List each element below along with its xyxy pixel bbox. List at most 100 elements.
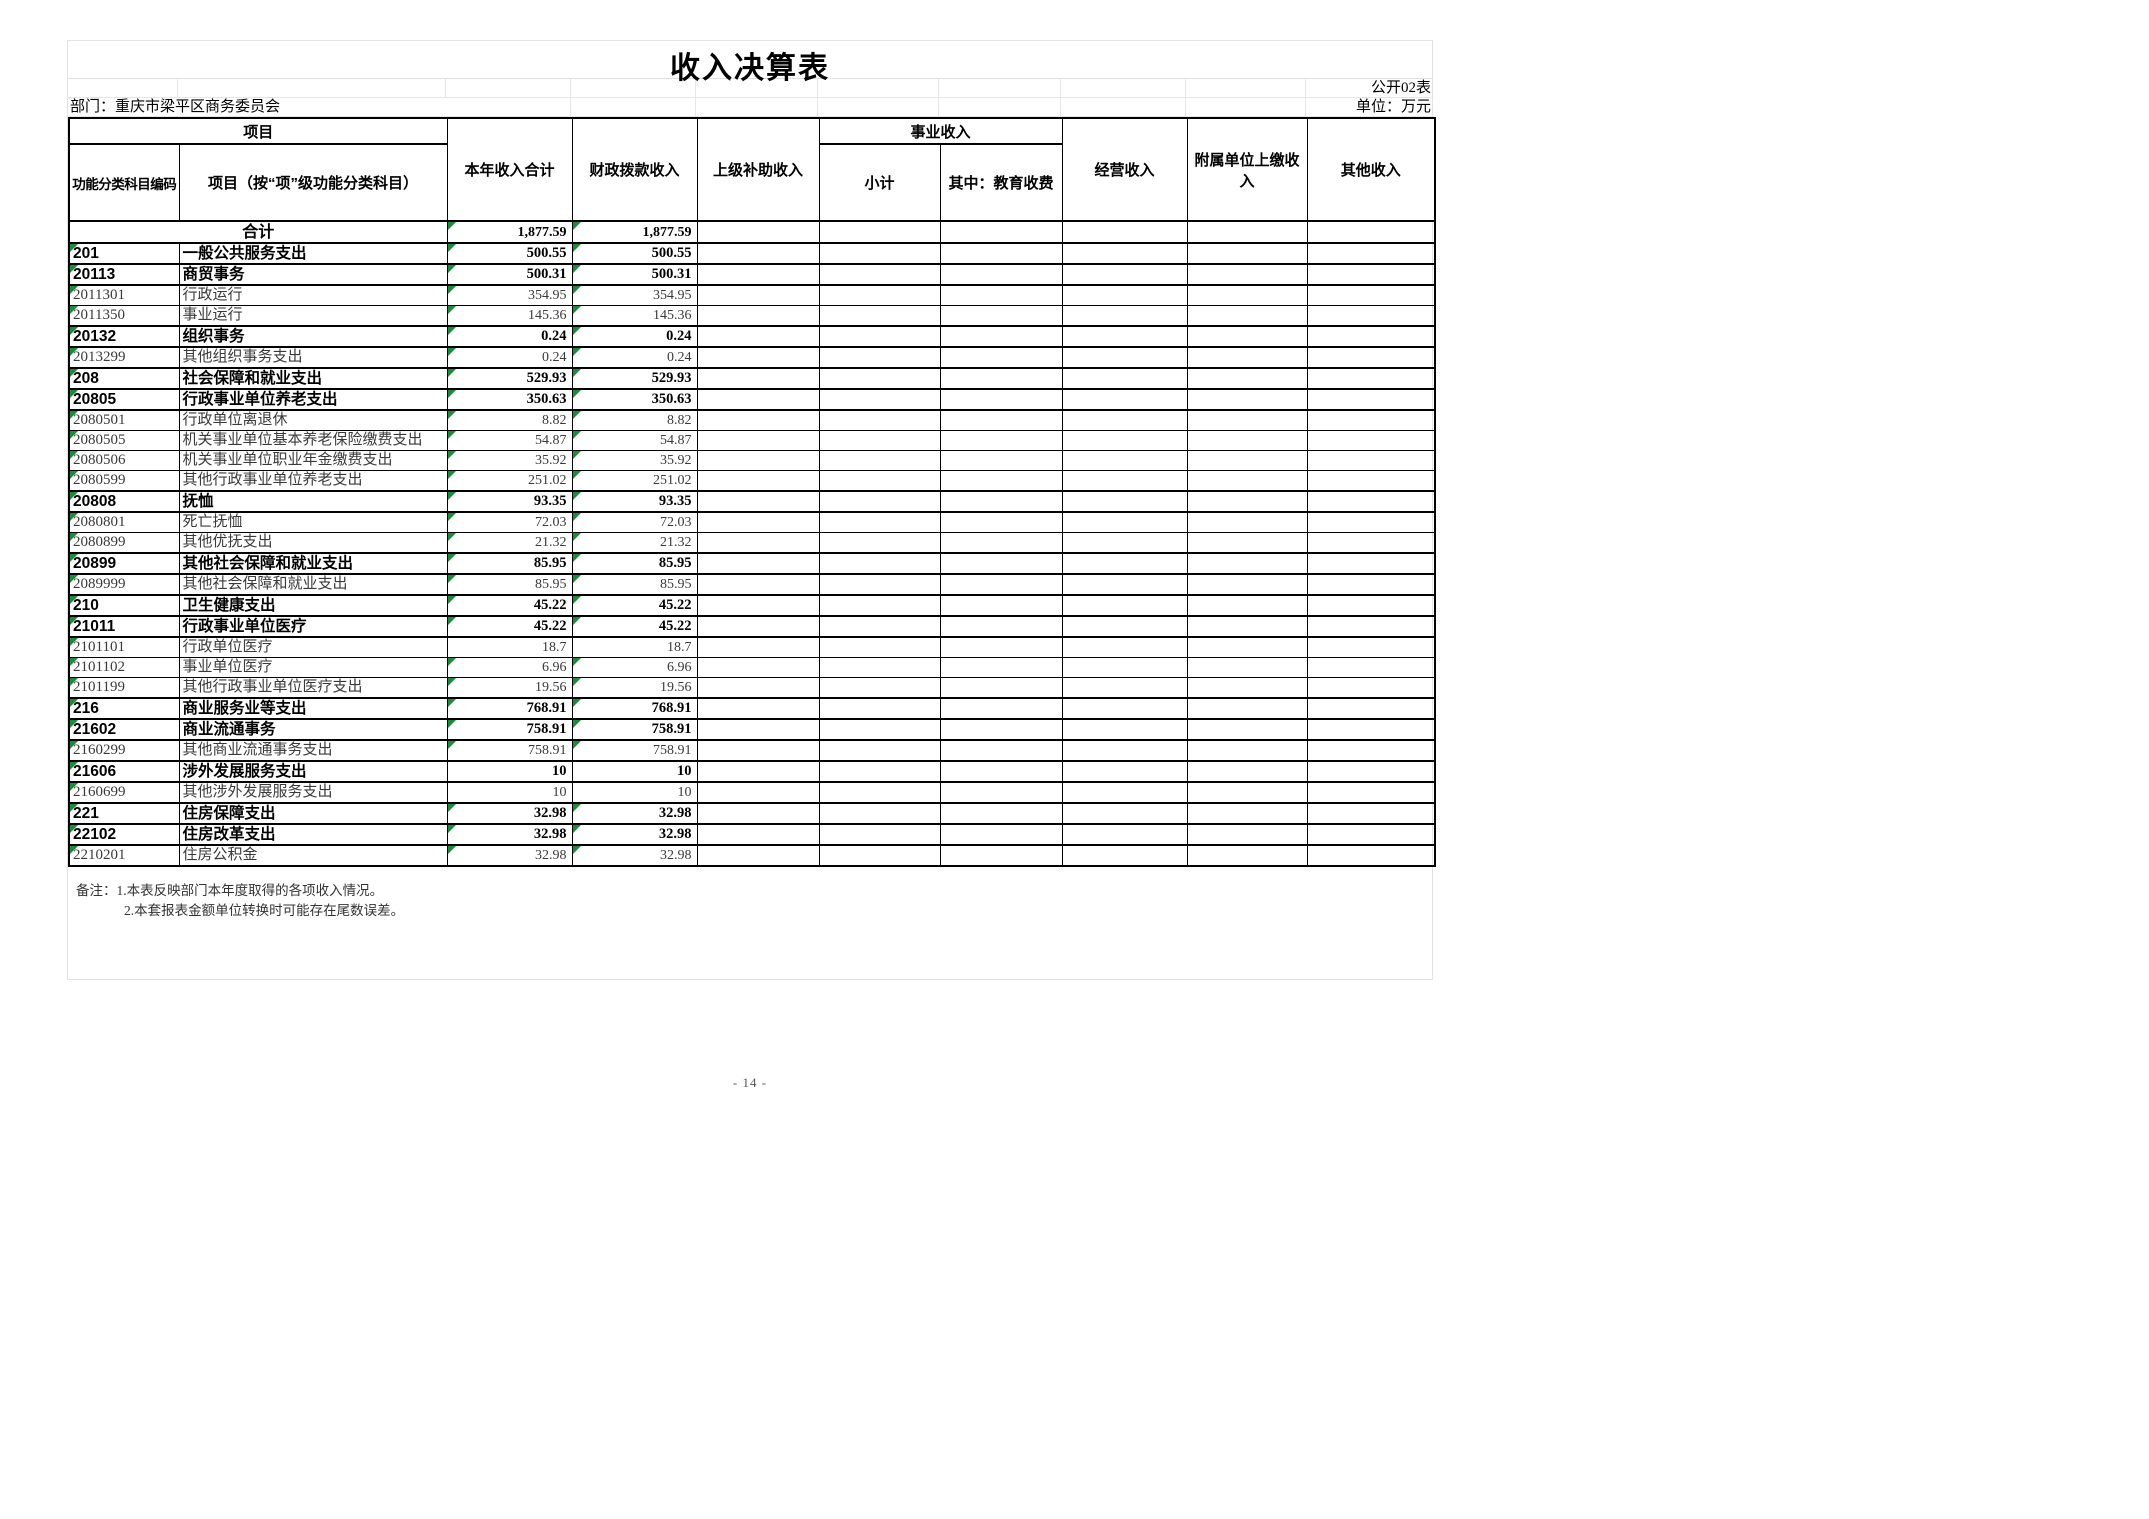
function-code-cell: 2101101 xyxy=(68,636,180,658)
function-code-cell: 2101199 xyxy=(68,677,180,699)
empty-cell xyxy=(696,346,820,369)
empty-cell xyxy=(1306,532,1436,554)
empty-cell xyxy=(696,325,820,348)
item-name-cell: 商业服务业等支出 xyxy=(178,697,448,720)
table-row: 20132 组织事务 0.24 0.24 xyxy=(68,325,1436,348)
empty-cell xyxy=(1306,409,1436,431)
empty-cell xyxy=(1306,615,1436,638)
empty-cell xyxy=(939,594,1063,617)
empty-cell xyxy=(1306,220,1436,244)
fiscal-appropriation-cell: 500.55 xyxy=(571,242,698,265)
table-row: 2080505 机关事业单位基本养老保险缴费支出 54.87 54.87 xyxy=(68,430,1436,451)
item-name-cell: 住房改革支出 xyxy=(178,823,448,846)
empty-cell xyxy=(696,781,820,804)
header-subtotal: 小计 xyxy=(818,143,941,222)
empty-cell xyxy=(1306,739,1436,762)
item-name-cell: 其他社会保障和就业支出 xyxy=(178,573,448,596)
function-code-cell: 20808 xyxy=(68,490,180,513)
table-row: 210 卫生健康支出 45.22 45.22 xyxy=(68,594,1436,617)
function-code-cell: 20132 xyxy=(68,325,180,348)
empty-cell xyxy=(1186,367,1308,390)
fiscal-appropriation-cell: 6.96 xyxy=(571,657,698,678)
empty-cell xyxy=(1061,636,1188,658)
table-row: 2080599 其他行政事业单位养老支出 251.02 251.02 xyxy=(68,470,1436,492)
empty-cell xyxy=(939,325,1063,348)
empty-cell xyxy=(696,718,820,741)
fiscal-appropriation-cell: 45.22 xyxy=(571,615,698,638)
function-code-cell: 22102 xyxy=(68,823,180,846)
empty-cell xyxy=(696,284,820,306)
function-code-cell: 2101102 xyxy=(68,657,180,678)
header-education-fee: 其中：教育收费 xyxy=(939,143,1063,222)
empty-cell xyxy=(1186,305,1308,327)
fiscal-appropriation-cell: 72.03 xyxy=(571,511,698,533)
item-name-cell: 行政单位医疗 xyxy=(178,636,448,658)
table-row: 2101199 其他行政事业单位医疗支出 19.56 19.56 xyxy=(68,677,1436,699)
item-name-cell: 机关事业单位职业年金缴费支出 xyxy=(178,450,448,471)
total-income-cell: 0.24 xyxy=(446,325,573,348)
total-income-cell: 0.24 xyxy=(446,346,573,369)
empty-cell xyxy=(1061,346,1188,369)
empty-cell xyxy=(1186,511,1308,533)
empty-cell xyxy=(696,636,820,658)
empty-cell xyxy=(939,823,1063,846)
function-code-cell: 2160699 xyxy=(68,781,180,804)
table-row: 2160299 其他商业流通事务支出 758.91 758.91 xyxy=(68,739,1436,762)
empty-cell xyxy=(696,697,820,720)
empty-cell xyxy=(1061,284,1188,306)
empty-cell xyxy=(696,532,820,554)
empty-cell xyxy=(1306,573,1436,596)
empty-cell xyxy=(939,388,1063,411)
item-name-cell: 其他组织事务支出 xyxy=(178,346,448,369)
fiscal-appropriation-cell: 350.63 xyxy=(571,388,698,411)
empty-cell xyxy=(818,263,941,286)
empty-cell xyxy=(1186,657,1308,678)
empty-cell xyxy=(818,802,941,825)
empty-cell xyxy=(1306,450,1436,471)
empty-cell xyxy=(1061,450,1188,471)
fiscal-appropriation-cell: 45.22 xyxy=(571,594,698,617)
summary-fiscal-value: 1,877.59 xyxy=(571,220,698,244)
empty-cell xyxy=(1186,552,1308,575)
empty-cell xyxy=(939,263,1063,286)
empty-cell xyxy=(818,305,941,327)
item-name-cell: 住房公积金 xyxy=(178,844,448,867)
table-row: 21602 商业流通事务 758.91 758.91 xyxy=(68,718,1436,741)
empty-cell xyxy=(696,388,820,411)
empty-cell xyxy=(939,844,1063,867)
empty-cell xyxy=(1306,636,1436,658)
total-income-cell: 19.56 xyxy=(446,677,573,699)
empty-cell xyxy=(1186,573,1308,596)
function-code-cell: 2011301 xyxy=(68,284,180,306)
empty-cell xyxy=(1306,325,1436,348)
item-name-cell: 行政运行 xyxy=(178,284,448,306)
empty-cell xyxy=(1061,430,1188,451)
empty-cell xyxy=(1186,409,1308,431)
empty-cell xyxy=(1306,697,1436,720)
empty-cell xyxy=(696,220,820,244)
item-name-cell: 商业流通事务 xyxy=(178,718,448,741)
notes-prefix: 备注： xyxy=(76,883,117,898)
empty-cell xyxy=(939,430,1063,451)
empty-cell xyxy=(1061,242,1188,265)
table-row: 2210201 住房公积金 32.98 32.98 xyxy=(68,844,1436,867)
total-income-cell: 93.35 xyxy=(446,490,573,513)
fiscal-appropriation-cell: 35.92 xyxy=(571,450,698,471)
item-name-cell: 抚恤 xyxy=(178,490,448,513)
table-row: 2013299 其他组织事务支出 0.24 0.24 xyxy=(68,346,1436,369)
item-name-cell: 事业单位医疗 xyxy=(178,657,448,678)
empty-cell xyxy=(1186,677,1308,699)
empty-cell xyxy=(939,511,1063,533)
empty-cell xyxy=(1186,823,1308,846)
empty-cell xyxy=(818,760,941,783)
empty-cell xyxy=(1186,594,1308,617)
fiscal-appropriation-cell: 251.02 xyxy=(571,470,698,492)
total-income-cell: 21.32 xyxy=(446,532,573,554)
table-code-label: 公开02表 xyxy=(1306,79,1434,98)
page-title: 收入决算表 xyxy=(670,52,830,85)
empty-cell xyxy=(1186,346,1308,369)
empty-cell xyxy=(1306,430,1436,451)
table-row: 201 一般公共服务支出 500.55 500.55 xyxy=(68,242,1436,265)
fiscal-appropriation-cell: 19.56 xyxy=(571,677,698,699)
header-total-income: 本年收入合计 xyxy=(446,117,573,222)
